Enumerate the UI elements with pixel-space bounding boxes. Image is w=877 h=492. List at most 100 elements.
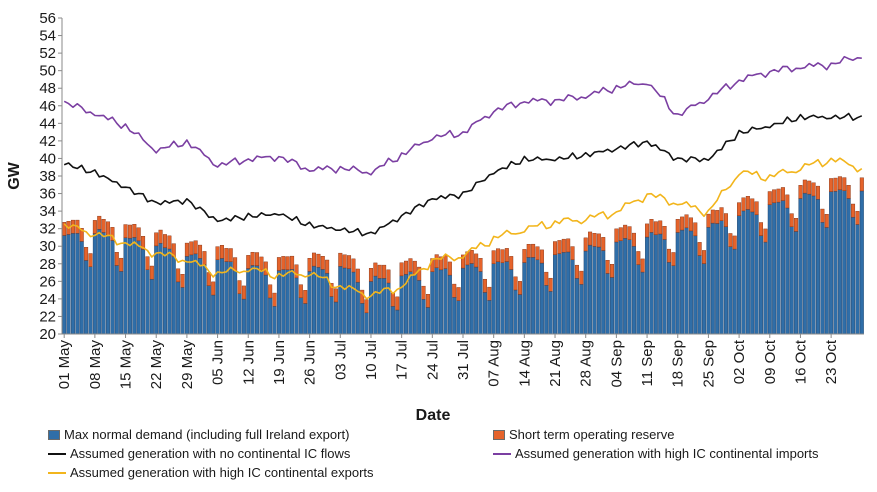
demand-bar bbox=[250, 265, 255, 335]
demand-bar bbox=[290, 269, 295, 335]
reserve-bar bbox=[715, 210, 720, 224]
reserve-bar bbox=[114, 252, 119, 266]
reserve-bar bbox=[811, 182, 816, 197]
reserve-bar bbox=[333, 288, 338, 303]
demand-bar bbox=[653, 234, 658, 335]
reserve-bar bbox=[719, 207, 724, 221]
demand-bar bbox=[531, 257, 536, 335]
demand-bar bbox=[605, 273, 610, 335]
demand-bar bbox=[851, 216, 856, 335]
reserve-bar bbox=[829, 178, 834, 192]
demand-bar bbox=[154, 245, 159, 335]
demand-bar bbox=[211, 294, 216, 335]
reserve-bar bbox=[101, 219, 106, 233]
reserve-bar bbox=[97, 215, 102, 230]
axes bbox=[58, 17, 864, 338]
demand-bar bbox=[162, 247, 167, 335]
reserve-bar bbox=[570, 246, 575, 260]
reserve-bar bbox=[123, 224, 128, 238]
reserve-bar bbox=[461, 254, 465, 269]
reserve-bar bbox=[482, 278, 487, 293]
reserve-bar bbox=[290, 255, 295, 270]
reserve-bar bbox=[184, 242, 189, 257]
demand-bar bbox=[311, 265, 316, 335]
reserve-bar bbox=[785, 194, 790, 209]
demand-bar bbox=[228, 261, 233, 335]
legend-label-no-ic: Assumed generation with no continental I… bbox=[70, 446, 351, 461]
reserve-bar bbox=[693, 222, 698, 237]
demand-bar bbox=[123, 237, 128, 335]
reserve-bar bbox=[390, 292, 395, 307]
demand-bar bbox=[62, 235, 67, 335]
demand-bar bbox=[807, 193, 812, 335]
demand-bar bbox=[759, 235, 764, 335]
reserve-bar bbox=[544, 271, 549, 286]
y-tick-label: 54 bbox=[39, 28, 56, 45]
reserve-bar bbox=[557, 240, 562, 254]
reserve-bar bbox=[456, 287, 461, 301]
demand-bar bbox=[377, 278, 382, 335]
reserve-bar bbox=[680, 216, 685, 231]
reserve-bar bbox=[439, 256, 444, 271]
y-tick-label: 56 bbox=[39, 10, 56, 27]
reserve-bar bbox=[119, 257, 124, 272]
reserve-bar bbox=[649, 219, 654, 233]
demand-bar bbox=[281, 269, 286, 335]
demand-bar bbox=[693, 235, 698, 335]
reserve-bar bbox=[425, 294, 430, 308]
reserve-bar bbox=[837, 176, 842, 190]
reserve-bar bbox=[815, 185, 820, 200]
demand-bar bbox=[202, 264, 207, 335]
reserve-bar bbox=[206, 272, 211, 286]
demand-bar bbox=[88, 266, 93, 335]
demand-bar bbox=[474, 266, 479, 335]
x-tick-label: 16 Oct bbox=[793, 339, 810, 384]
x-tick-label: 03 Jul bbox=[332, 340, 349, 380]
demand-bar bbox=[539, 262, 544, 335]
x-tick-label: 24 Jul bbox=[424, 340, 441, 380]
reserve-bar bbox=[842, 177, 847, 191]
reserve-bar bbox=[662, 226, 667, 240]
demand-bar bbox=[820, 221, 825, 335]
reserve-bar bbox=[671, 252, 676, 266]
lines-group bbox=[63, 55, 863, 300]
demand-bar bbox=[666, 262, 671, 335]
demand-bar bbox=[601, 250, 606, 335]
reserve-bar bbox=[504, 248, 509, 262]
legend-label-demand: Max normal demand (including full Irelan… bbox=[64, 427, 350, 442]
demand-bar bbox=[443, 268, 448, 335]
y-tick-label: 28 bbox=[39, 256, 56, 273]
demand-bar bbox=[465, 264, 470, 335]
demand-bar bbox=[176, 281, 181, 335]
reserve-bar bbox=[522, 249, 527, 263]
reserve-bar bbox=[202, 251, 207, 265]
x-tick-label: 05 Jun bbox=[210, 340, 227, 385]
y-tick-label: 42 bbox=[39, 133, 56, 150]
legend-label-exports: Assumed generation with high IC continen… bbox=[70, 465, 374, 480]
demand-bar bbox=[570, 259, 575, 335]
demand-bar bbox=[119, 271, 124, 335]
x-tick-label: 15 May bbox=[118, 340, 135, 390]
reserve-bar bbox=[198, 244, 203, 259]
reserve-bar bbox=[807, 180, 812, 195]
reserve-bar bbox=[824, 214, 829, 228]
demand-bar bbox=[544, 285, 549, 335]
demand-bar bbox=[452, 297, 457, 335]
demand-bar bbox=[298, 297, 303, 335]
demand-bar bbox=[268, 297, 273, 335]
y-tick-label: 40 bbox=[39, 150, 56, 167]
reserve-bar bbox=[127, 224, 132, 239]
demand-bar bbox=[70, 233, 75, 335]
demand-bar bbox=[246, 268, 251, 335]
demand-bar bbox=[136, 240, 141, 335]
demand-bar bbox=[500, 262, 505, 335]
demand-bar bbox=[588, 244, 593, 335]
y-tick-label: 30 bbox=[39, 238, 56, 255]
reserve-bar bbox=[741, 197, 746, 212]
reserve-bar bbox=[653, 221, 658, 235]
reserve-bar bbox=[325, 259, 330, 274]
demand-bar bbox=[658, 233, 663, 335]
reserve-bar bbox=[272, 292, 277, 307]
demand-bar bbox=[482, 292, 487, 335]
demand-bar bbox=[697, 255, 702, 335]
